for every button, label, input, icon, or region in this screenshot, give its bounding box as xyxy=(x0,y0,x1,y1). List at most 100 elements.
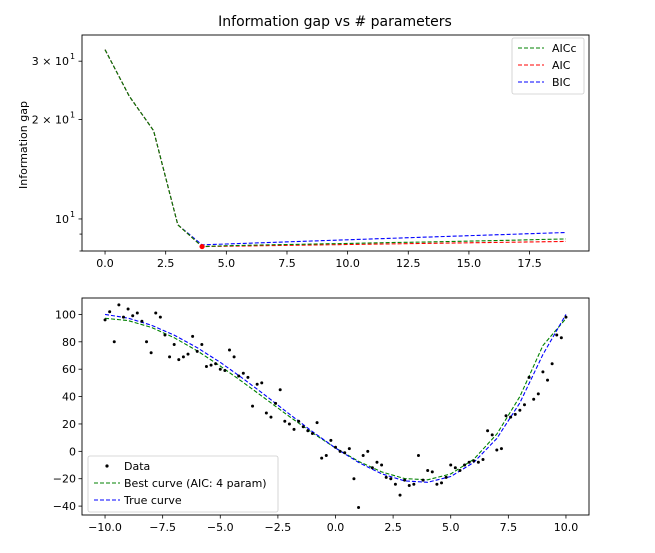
data-point xyxy=(112,340,116,344)
x-tick-label: 10.0 xyxy=(554,521,579,534)
data-point xyxy=(380,463,384,467)
legend-swatch-data xyxy=(105,464,109,468)
best-model-marker xyxy=(199,243,205,250)
data-point xyxy=(315,421,319,425)
data-point xyxy=(324,453,328,457)
data-point xyxy=(140,319,144,323)
data-point xyxy=(329,438,333,442)
y-tick-label-base: 2 × 10 xyxy=(32,113,69,126)
data-point xyxy=(546,378,550,382)
data-point xyxy=(357,505,361,509)
data-point xyxy=(426,469,430,472)
y-tick-label-exp: 1 xyxy=(70,210,75,219)
bottom-plot-area: −10.0 −7.5 −5.0 −2.5 0.0 2.5 5.0 7.5 10.0 −40 −20 0… xyxy=(53,297,590,534)
data-point xyxy=(504,414,508,418)
data-point xyxy=(449,463,453,467)
x-tick-label: 17.5 xyxy=(517,257,542,270)
data-point xyxy=(135,311,139,315)
x-tick-label: 2.5 xyxy=(384,521,402,534)
data-point xyxy=(283,419,287,423)
legend-label: AIC xyxy=(552,59,571,72)
data-point xyxy=(237,374,241,378)
curve-fit-chart: −10.0 −7.5 −5.0 −2.5 0.0 2.5 5.0 7.5 10.0 −40 −20 0… xyxy=(53,297,590,534)
data-point xyxy=(246,375,250,379)
data-point xyxy=(536,392,540,396)
x-tick-label: 5.0 xyxy=(218,257,236,270)
data-point xyxy=(310,432,314,436)
data-point xyxy=(218,367,222,371)
data-point xyxy=(297,419,301,423)
legend-label: AICc xyxy=(552,42,577,55)
data-point xyxy=(181,355,185,359)
x-tick-label: 2.5 xyxy=(157,257,175,270)
data-point xyxy=(334,445,337,449)
data-point xyxy=(416,453,420,457)
data-point xyxy=(338,449,342,453)
legend-label: True curve xyxy=(123,494,182,507)
y-tick-label: −20 xyxy=(53,473,76,486)
y-tick-label: −40 xyxy=(53,500,76,513)
data-point xyxy=(393,482,397,486)
x-tick-label: 0.0 xyxy=(96,257,114,270)
legend-label: BIC xyxy=(552,76,571,89)
data-point xyxy=(361,453,365,457)
data-point xyxy=(384,475,388,479)
x-tick-label: 10.0 xyxy=(335,257,360,270)
data-point xyxy=(541,370,545,374)
data-point xyxy=(149,351,153,355)
top-plot-area: 0.0 2.5 5.0 7.5 10.0 12.5 15.0 17.53 × 10 12 × 1… xyxy=(32,34,590,270)
data-point xyxy=(214,362,218,366)
data-point xyxy=(472,459,476,463)
data-point xyxy=(287,422,291,426)
data-point xyxy=(527,375,531,379)
series-line-aic xyxy=(104,49,566,248)
y-tick-label-base: 3 × 10 xyxy=(32,55,69,68)
data-point xyxy=(260,381,264,385)
data-point xyxy=(555,333,559,337)
x-tick-label: 0.0 xyxy=(327,521,345,534)
x-tick-label: 7.5 xyxy=(500,521,518,534)
data-point xyxy=(145,340,149,344)
x-tick-label: 5.0 xyxy=(442,521,460,534)
data-point xyxy=(177,358,181,362)
data-point xyxy=(375,460,379,464)
data-point xyxy=(117,303,121,307)
series-line-bic xyxy=(104,49,566,246)
data-point xyxy=(412,482,416,486)
x-tick-label: −10.0 xyxy=(88,521,122,534)
data-point xyxy=(103,318,107,322)
y-tick-label-exp: 1 xyxy=(70,110,75,119)
x-tick-label: −7.5 xyxy=(149,521,176,534)
data-point xyxy=(227,348,231,352)
data-point xyxy=(476,460,480,464)
data-point xyxy=(481,458,485,462)
data-point xyxy=(126,307,130,311)
y-tick-label: 20 xyxy=(62,418,76,431)
data-point xyxy=(486,429,490,433)
data-point xyxy=(255,382,259,386)
data-point xyxy=(121,315,125,319)
data-point xyxy=(195,349,199,353)
bottom-legend-box xyxy=(87,455,279,513)
data-point xyxy=(158,315,162,319)
data-point xyxy=(559,336,563,340)
data-point xyxy=(513,412,517,416)
data-point xyxy=(370,466,374,470)
x-tick-label: 15.0 xyxy=(457,257,482,270)
data-point xyxy=(292,427,296,431)
data-point xyxy=(495,448,499,452)
data-point xyxy=(274,401,278,405)
best-curve-line xyxy=(104,317,567,481)
bottom-legend: Data Best curve (AIC: 4 param) True curve xyxy=(87,455,279,513)
data-point xyxy=(154,311,158,315)
data-point xyxy=(352,477,356,481)
data-point xyxy=(509,415,513,419)
data-point xyxy=(264,411,268,415)
data-point xyxy=(435,482,439,486)
data-point xyxy=(163,333,167,337)
data-point xyxy=(458,469,462,472)
data-point xyxy=(200,343,204,347)
y-tick-label: 40 xyxy=(62,391,76,404)
true-curve-line xyxy=(104,313,567,483)
